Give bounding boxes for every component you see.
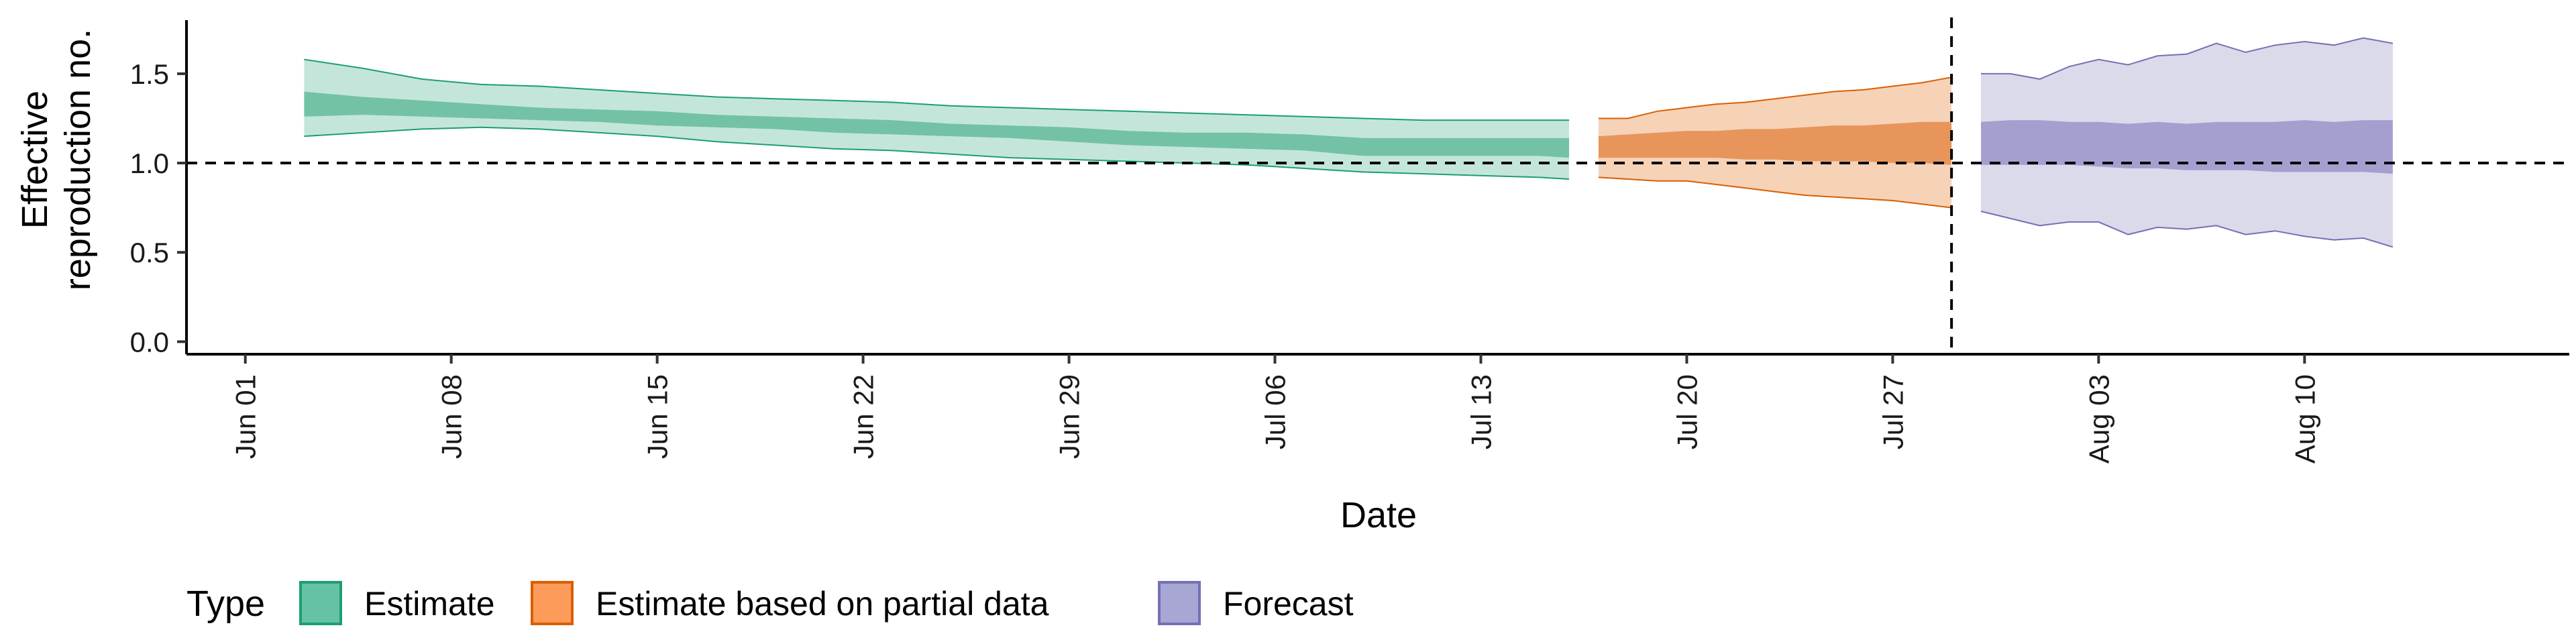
legend-item-1: Estimate [299, 581, 495, 625]
legend-label: Estimate [364, 585, 495, 623]
series-3-lower-edge [1980, 211, 2394, 248]
legend-swatch [1158, 581, 1201, 625]
series-1-upper-edge [304, 58, 1569, 121]
x-axis-title: Date [1340, 495, 1417, 535]
series-2-inner-band [1598, 121, 1952, 165]
series-3-upper-edge [1981, 37, 2394, 80]
x-tick-label: Jun 29 [1054, 374, 1085, 459]
legend-item-3: Forecast [1158, 581, 1354, 625]
series-3 [1980, 37, 2394, 248]
reference-lines [186, 17, 2569, 354]
y-axis-title-line-1: Effective [15, 91, 55, 229]
legend-label: Estimate based on partial data [596, 585, 1049, 623]
legend-swatch [531, 581, 574, 625]
y-axis-title-line-2: reproduction no. [58, 29, 98, 290]
legend: Type Estimate Estimate based on partial d… [186, 581, 1354, 625]
x-tick-label: Jun 22 [848, 374, 879, 459]
legend-swatch [299, 581, 342, 625]
y-tick-label: 1.5 [130, 58, 169, 90]
x-tick-label: Aug 03 [2083, 374, 2114, 464]
series-2-lower-edge [1598, 176, 1952, 209]
x-tick-label: Jul 20 [1671, 374, 1703, 449]
series-1-lower-edge [304, 126, 1570, 180]
y-tick-label: 0.5 [130, 237, 169, 268]
x-tick-label: Jun 15 [642, 374, 674, 459]
y-tick-label: 0.0 [130, 326, 169, 358]
y-axis-title: Effective reproduction no. [15, 29, 98, 290]
series-2 [1598, 76, 1952, 209]
series-3-inner-band [1981, 120, 2393, 174]
series-1-inner-band [304, 91, 1569, 158]
x-tick-label: Jul 06 [1260, 374, 1291, 449]
x-tick-label: Jul 13 [1465, 374, 1497, 449]
x-tick-label: Jun 08 [436, 374, 468, 459]
x-tick-label: Aug 10 [2289, 374, 2320, 464]
series-2-upper-edge [1598, 76, 1952, 119]
series-1-outer-band [304, 59, 1569, 179]
axes-layer: 0.0 0.5 1.0 1.5 Jun 01 Jun 08 Jun 15 Jun 22 Jun … [130, 20, 2569, 464]
x-tick-label: Jun 01 [230, 374, 262, 459]
legend-title: Type [186, 584, 265, 624]
series-1 [304, 58, 1570, 180]
bands-layer [304, 37, 2394, 248]
y-tick-label: 1.0 [130, 148, 169, 179]
x-tick-label: Jul 27 [1877, 374, 1909, 449]
legend-item-2: Estimate based on partial data [531, 581, 1049, 625]
legend-label: Forecast [1223, 585, 1354, 623]
